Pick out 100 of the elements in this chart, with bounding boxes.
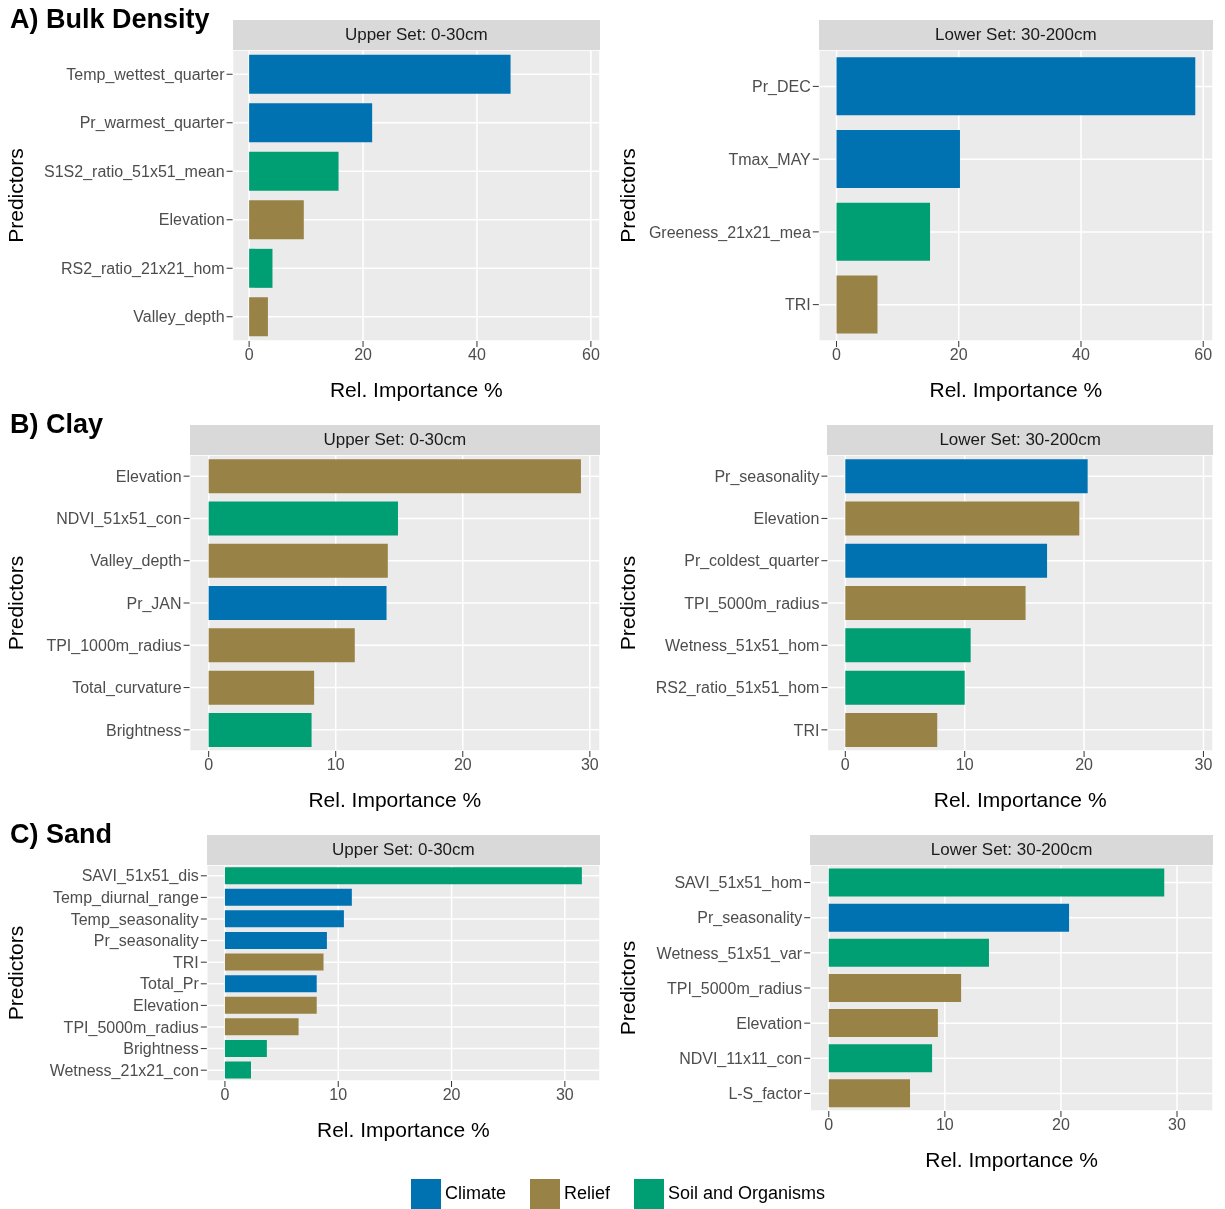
x-tick-label: 20 xyxy=(453,756,472,774)
bar xyxy=(224,996,317,1014)
y-axis-title: Predictors xyxy=(4,925,28,1021)
bar xyxy=(249,248,273,288)
y-tick-label: Elevation xyxy=(158,211,225,229)
bar xyxy=(828,973,962,1002)
bar xyxy=(845,712,938,747)
x-tick-label: 30 xyxy=(1168,1116,1187,1134)
y-tick-label: TRI xyxy=(173,953,199,971)
bar xyxy=(845,628,971,663)
bar xyxy=(836,130,960,189)
y-tick-label: Brightness xyxy=(106,721,182,739)
x-tick-label: 10 xyxy=(329,1086,348,1104)
x-axis-title: Rel. Importance % xyxy=(933,788,1107,811)
chart-subtitle: Lower Set: 30-200cm xyxy=(810,835,1213,865)
bar xyxy=(828,938,989,967)
y-axis-title: Predictors xyxy=(4,148,28,243)
chart-title: C) Sand xyxy=(10,819,113,850)
x-tick-label: 30 xyxy=(555,1086,574,1104)
bar xyxy=(828,1044,933,1073)
x-tick-label: 60 xyxy=(581,346,600,364)
bar xyxy=(249,54,511,94)
bar xyxy=(828,868,1165,897)
x-tick-label: 0 xyxy=(832,346,842,364)
bar xyxy=(224,931,327,949)
bar xyxy=(224,888,352,906)
bar xyxy=(845,670,965,705)
y-tick-label: SAVI_51x51_dis xyxy=(81,867,199,886)
y-tick-label: Temp_wettest_quarter xyxy=(66,65,226,84)
bar xyxy=(845,459,1088,494)
chart-subtitle: Lower Set: 30-200cm xyxy=(827,425,1213,455)
y-tick-label: Wetness_21x21_con xyxy=(49,1061,199,1080)
x-axis-title: Rel. Importance % xyxy=(317,1118,490,1141)
y-tick-label: Greeness_21x21_mea xyxy=(648,223,811,242)
legend-label: Soil and Organisms xyxy=(667,1182,826,1203)
bar xyxy=(224,1039,267,1057)
bar xyxy=(208,670,315,705)
x-tick-label: 0 xyxy=(244,346,254,364)
bar xyxy=(208,712,312,747)
bar xyxy=(836,275,878,334)
bar xyxy=(836,57,1196,116)
bar xyxy=(828,1009,938,1038)
y-tick-label: Pr_seasonality xyxy=(93,932,199,951)
y-tick-label: Elevation xyxy=(132,997,199,1015)
x-tick-label: 20 xyxy=(949,346,968,364)
bar xyxy=(224,1018,299,1036)
x-tick-label: 40 xyxy=(468,346,486,364)
x-axis-title: Rel. Importance % xyxy=(329,378,503,401)
y-tick-label: Brightness xyxy=(123,1040,199,1058)
bar xyxy=(208,501,398,536)
bar xyxy=(224,910,344,928)
y-tick-label: NDVI_51x51_con xyxy=(56,510,182,529)
y-tick-label: RS2_ratio_51x51_hom xyxy=(655,679,820,698)
bar xyxy=(224,953,324,971)
chart-subtitle: Lower Set: 30-200cm xyxy=(818,20,1213,50)
y-axis-title: Predictors xyxy=(616,148,640,243)
y-tick-label: TPI_5000m_radius xyxy=(63,1018,199,1037)
bar xyxy=(845,586,1026,621)
x-tick-label: 0 xyxy=(824,1116,834,1134)
bar xyxy=(208,628,355,663)
y-tick-label: TPI_5000m_radius xyxy=(667,979,803,998)
y-tick-label: Elevation xyxy=(736,1014,803,1032)
y-tick-label: TRI xyxy=(785,296,811,314)
y-tick-label: Temp_seasonality xyxy=(70,910,199,929)
bar xyxy=(224,867,582,885)
y-tick-label: Pr_seasonality xyxy=(697,909,803,928)
x-tick-label: 0 xyxy=(204,756,214,774)
y-axis-title: Predictors xyxy=(616,555,640,651)
legend-label: Climate xyxy=(444,1182,506,1203)
chart-subtitle: Upper Set: 0-30cm xyxy=(206,835,600,865)
bar xyxy=(249,297,268,337)
y-tick-label: L-S_factor xyxy=(728,1085,803,1104)
y-tick-label: Elevation xyxy=(115,467,182,485)
y-tick-label: Wetness_51x51_var xyxy=(656,944,803,963)
bar xyxy=(224,975,317,993)
bar xyxy=(828,903,1070,932)
chart-subtitle: Upper Set: 0-30cm xyxy=(189,425,600,455)
x-tick-label: 10 xyxy=(955,756,974,774)
y-tick-label: RS2_ratio_21x21_hom xyxy=(60,259,225,278)
x-tick-label: 30 xyxy=(1194,756,1213,774)
y-tick-label: TPI_5000m_radius xyxy=(684,594,820,613)
y-tick-label: TRI xyxy=(793,721,820,739)
x-tick-label: 10 xyxy=(326,756,345,774)
y-tick-label: Elevation xyxy=(753,510,820,528)
x-tick-label: 40 xyxy=(1072,346,1090,364)
bar xyxy=(249,200,304,240)
y-tick-label: NDVI_11x11_con xyxy=(679,1049,803,1068)
bar xyxy=(208,543,388,578)
y-tick-label: Pr_DEC xyxy=(752,78,811,97)
x-tick-label: 20 xyxy=(1052,1116,1070,1134)
x-tick-label: 20 xyxy=(1075,756,1094,774)
y-tick-label: Pr_seasonality xyxy=(714,467,820,486)
x-axis-title: Rel. Importance % xyxy=(925,1148,1098,1171)
x-axis-title: Rel. Importance % xyxy=(308,788,482,811)
bar xyxy=(208,459,581,494)
x-axis-title: Rel. Importance % xyxy=(929,378,1103,401)
y-tick-label: Valley_depth xyxy=(133,308,225,327)
bar xyxy=(836,202,931,261)
y-tick-label: Total_Pr xyxy=(140,975,200,994)
x-tick-label: 0 xyxy=(840,756,850,774)
